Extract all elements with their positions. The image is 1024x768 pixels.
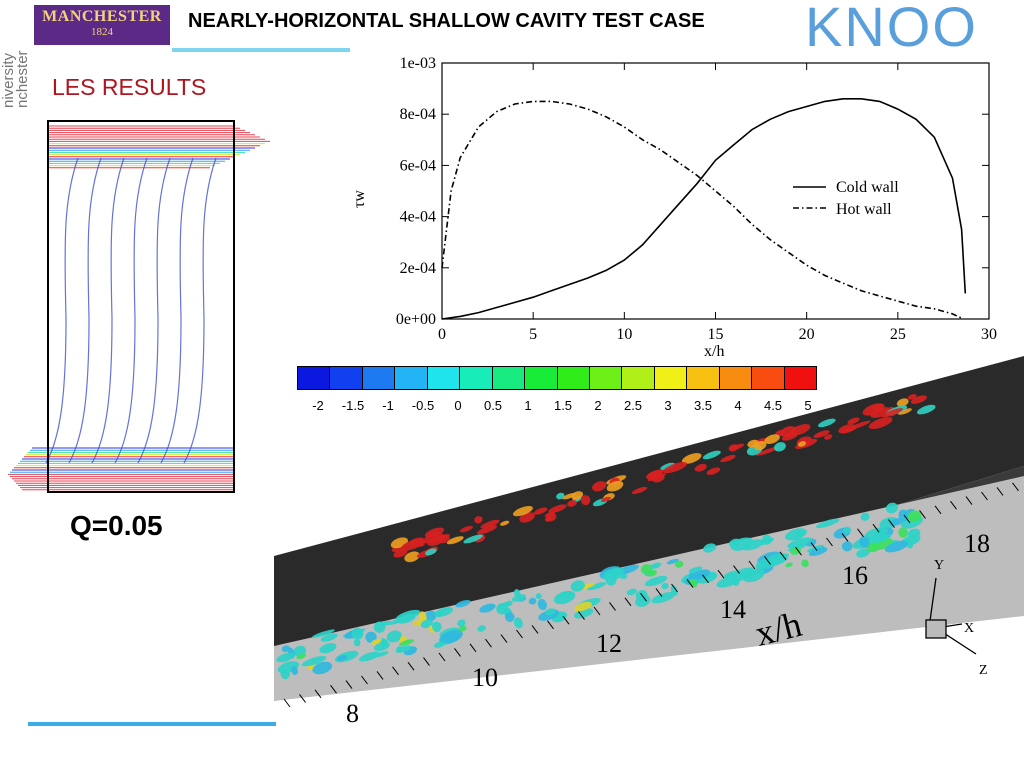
domain-outline — [47, 120, 235, 493]
colorbar-tick-label: -0.5 — [411, 398, 435, 413]
colorbar-cell — [395, 367, 428, 389]
logo-year: 1824 — [91, 26, 113, 38]
colorbar-cell — [427, 367, 461, 389]
x-axis-label: x/h — [704, 343, 724, 356]
x-tick-label: 30 — [981, 326, 997, 343]
colorbar-cell — [752, 367, 785, 389]
y-tick-label: 8e-04 — [400, 106, 436, 123]
colorbar-cell — [687, 367, 720, 389]
render-tick-label: 10 — [472, 663, 498, 692]
x-tick-label: 20 — [799, 326, 815, 343]
x-tick-label: 10 — [616, 326, 632, 343]
render-tick-label: 12 — [596, 629, 622, 658]
colorbar-tick-label: -2 — [312, 398, 324, 413]
triad-z-label: Z — [979, 663, 988, 678]
slide-title: NEARLY-HORIZONTAL SHALLOW CAVITY TEST CA… — [188, 10, 705, 32]
section-heading: LES RESULTS — [52, 74, 207, 100]
velocity-profile-figure — [8, 120, 270, 493]
title-divider — [172, 48, 350, 52]
colorbar-labels: -2 -1.5 -1 -0.5 0 0.5 1 1.5 2 2.5 3 3.5 4 4.5 5 — [300, 398, 820, 416]
series-line-hot-wall — [441, 100, 964, 320]
colorbar-tick-label: 1.5 — [553, 398, 573, 413]
colorbar-cell — [298, 367, 331, 389]
colorbar-tick-label: -1.5 — [341, 398, 365, 413]
colorbar-tick-label: 3 — [664, 398, 672, 413]
legend-label-cold: Cold wall — [836, 179, 899, 196]
wall-shear-stress-plot: 0 5 10 15 20 25 30 0e+00 2e-04 4e-04 6e-04 8e-04 1e-… — [351, 55, 997, 356]
colorbar-tick-label: -1 — [382, 398, 394, 413]
render-tick-label: 18 — [964, 529, 990, 558]
colorbar-tick-label: 2 — [594, 398, 602, 413]
colorbar-cell — [362, 367, 396, 389]
colorbar-tick-label: 3.5 — [693, 398, 713, 413]
q-criterion-label: Q=0.05 — [70, 510, 163, 541]
y-tick-label: 1e-03 — [400, 55, 436, 72]
x-tick-label: 0 — [438, 326, 446, 343]
colorbar-tick-label: 1 — [524, 398, 532, 413]
colorbar-tick-label: 0.5 — [483, 398, 503, 413]
watermark-logo: KNOO — [805, 0, 978, 58]
colorbar-cell — [330, 367, 363, 389]
series-line-cold-wall — [441, 97, 967, 320]
colorbar — [297, 366, 817, 390]
x-tick-label: 25 — [890, 326, 906, 343]
y-axis-label: τw — [351, 190, 368, 208]
render-tick-label: 14 — [720, 595, 746, 624]
colorbar-cell — [525, 367, 558, 389]
render-tick-label: 8 — [346, 699, 359, 728]
colorbar-tick-label: 2.5 — [623, 398, 643, 413]
colorbar-tick-label: 5 — [804, 398, 812, 413]
colorbar-tick-label: 4 — [734, 398, 742, 413]
triad-x-label: X — [964, 621, 974, 636]
x-tick-label: 15 — [708, 326, 724, 343]
colorbar-cell — [492, 367, 526, 389]
render-tick-label: 16 — [842, 561, 868, 590]
colorbar-cell — [784, 367, 816, 389]
colorbar-cell — [622, 367, 655, 389]
colorbar-cell — [460, 367, 493, 389]
colorbar-cell — [589, 367, 623, 389]
colorbar-cell — [654, 367, 688, 389]
footer-divider — [28, 722, 276, 726]
y-tick-label: 0e+00 — [396, 311, 436, 328]
legend: Cold wall Hot wall — [793, 179, 899, 218]
colorbar-cell — [719, 367, 753, 389]
triad-y-label: Y — [934, 558, 944, 573]
plot-frame — [441, 62, 990, 320]
colorbar-tick-label: 4.5 — [763, 398, 783, 413]
university-logo: MANCHESTER 1824 — [34, 5, 170, 45]
logo-name: MANCHESTER — [42, 8, 162, 25]
y-tick-label: 4e-04 — [400, 209, 436, 226]
y-tick-label: 6e-04 — [400, 157, 436, 174]
x-tick-label: 5 — [529, 326, 537, 343]
axis-triad — [925, 577, 977, 655]
colorbar-tick-label: 0 — [454, 398, 462, 413]
y-tick-label: 2e-04 — [400, 260, 436, 277]
colorbar-cell — [557, 367, 590, 389]
legend-label-hot: Hot wall — [836, 201, 892, 218]
